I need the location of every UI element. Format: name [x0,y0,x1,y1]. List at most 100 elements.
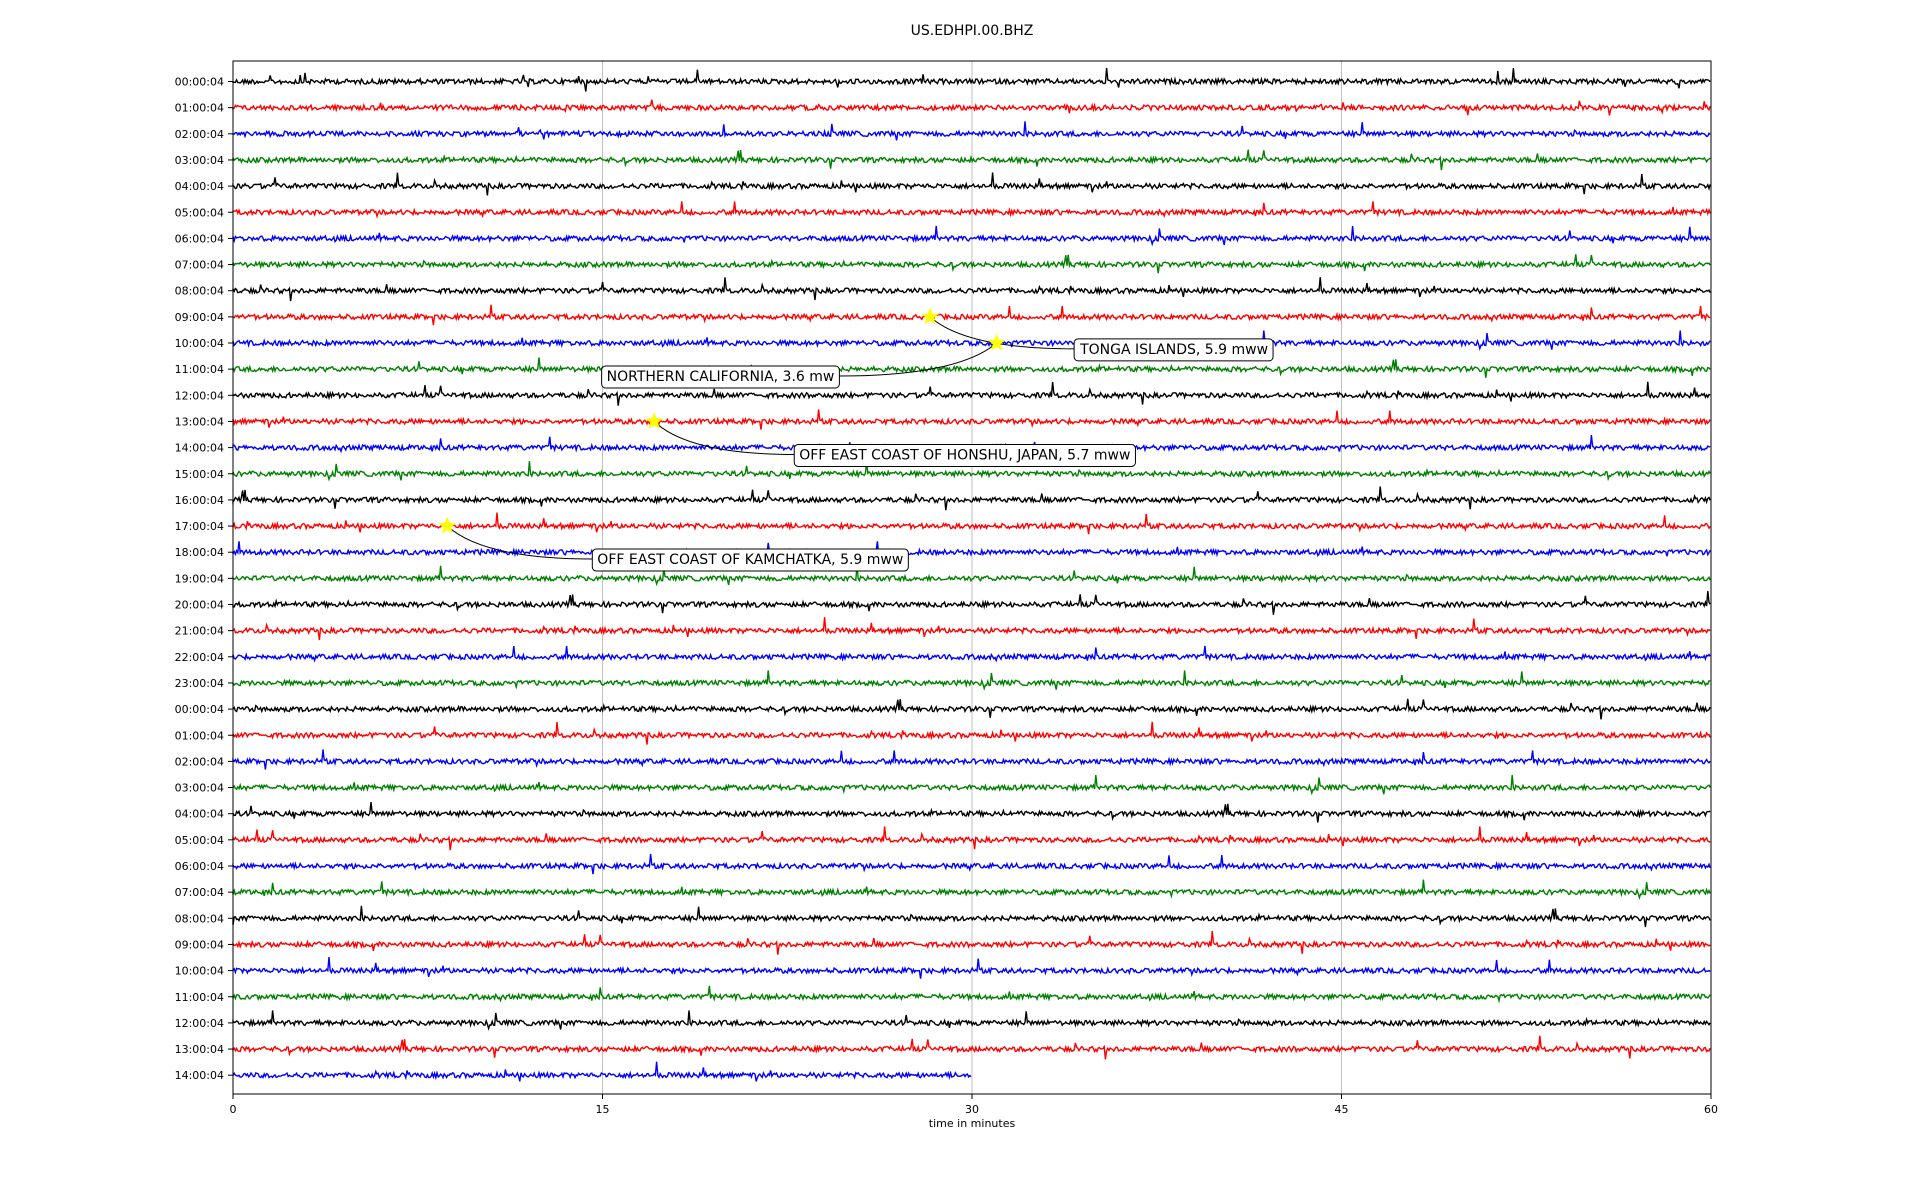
trace-row-34 [232,957,1711,979]
trace-row-1 [232,99,1711,116]
trace-row-19 [232,565,1711,587]
row-label-38: 14:00:04 [175,1069,224,1082]
trace-row-27 [232,774,1711,796]
trace-row-37 [232,1035,1711,1060]
row-label-16: 16:00:04 [175,494,224,507]
row-label-23: 23:00:04 [175,677,224,690]
row-label-13: 13:00:04 [175,415,224,428]
row-label-15: 15:00:04 [175,468,224,481]
row-label-33: 09:00:04 [175,938,224,951]
trace-row-9 [232,304,1711,326]
event-leader-3 [446,525,593,560]
trace-row-24 [232,698,1711,720]
row-label-26: 02:00:04 [175,755,224,768]
row-label-17: 17:00:04 [175,520,224,533]
row-label-3: 03:00:04 [175,154,224,167]
trace-row-26 [232,749,1711,770]
row-label-7: 07:00:04 [175,259,224,272]
x-tick-label-3: 45 [1335,1103,1349,1116]
x-tick-label-1: 15 [596,1103,610,1116]
row-label-24: 00:00:04 [175,703,224,716]
row-label-34: 10:00:04 [175,965,224,978]
trace-row-3 [232,149,1711,171]
plot-frame [232,60,1712,1095]
event-star-0 [921,307,940,325]
row-label-12: 12:00:04 [175,389,224,402]
event-label-0: TONGA ISLANDS, 5.9 mww [1079,342,1268,358]
trace-row-12 [232,381,1711,406]
trace-row-25 [232,721,1711,745]
trace-row-30 [232,853,1711,875]
row-label-29: 05:00:04 [175,834,224,847]
trace-row-35 [232,985,1711,1004]
event-label-box-3 [591,548,909,572]
chart-title: US.EDHPI.00.BHZ [911,23,1034,39]
row-label-11: 11:00:04 [175,363,224,376]
trace-row-36 [232,1010,1711,1031]
trace-row-2 [232,121,1711,141]
trace-row-31 [232,879,1711,901]
event-annotations: TONGA ISLANDS, 5.9 mww NORTHERN CALIFORNI… [438,307,1274,572]
event-label-box-2 [793,443,1136,467]
row-label-30: 06:00:04 [175,860,224,873]
trace-row-28 [232,802,1711,823]
trace-row-29 [232,826,1711,851]
row-label-9: 09:00:04 [175,311,224,324]
x-tick-label-0: 0 [230,1103,237,1116]
row-label-18: 18:00:04 [175,546,224,559]
trace-row-13 [232,409,1711,430]
trace-row-20 [232,591,1711,615]
trace-row-38 [232,1061,972,1082]
trace-row-11 [232,357,1711,378]
trace-row-17 [232,512,1711,535]
x-tick-label-4: 60 [1704,1103,1718,1116]
x-axis-label: time in minutes [929,1117,1016,1130]
row-label-28: 04:00:04 [175,808,224,821]
row-label-37: 13:00:04 [175,1043,224,1056]
trace-row-8 [232,277,1711,302]
trace-row-5 [232,201,1711,219]
event-leader-0 [929,316,1075,350]
row-label-25: 01:00:04 [175,729,224,742]
x-axis-ticks: 0 15 30 45 60 [230,1094,1718,1116]
row-label-27: 03:00:04 [175,782,224,795]
row-label-19: 19:00:04 [175,572,224,585]
row-label-35: 11:00:04 [175,991,224,1004]
trace-row-22 [232,645,1711,663]
grid-layer [602,61,1342,1094]
event-label-1: NORTHERN CALIFORNIA, 3.6 mw [607,369,835,385]
row-label-36: 12:00:04 [175,1017,224,1030]
row-label-6: 06:00:04 [175,232,224,245]
event-label-box-1 [601,365,840,389]
row-label-1: 01:00:04 [175,102,224,115]
row-label-5: 05:00:04 [175,206,224,219]
row-label-4: 04:00:04 [175,180,224,193]
trace-row-18 [232,541,1711,559]
traces-layer [232,67,1711,1082]
trace-row-0 [232,67,1711,92]
row-label-21: 21:00:04 [175,625,224,638]
event-label-2: OFF EAST COAST OF HONSHU, JAPAN, 5.7 mww [799,447,1130,463]
row-label-31: 07:00:04 [175,886,224,899]
trace-row-16 [232,486,1711,511]
trace-row-32 [232,905,1711,928]
event-star-3 [438,516,457,534]
trace-row-6 [232,225,1711,247]
row-label-8: 08:00:04 [175,285,224,298]
event-label-box-0 [1073,338,1274,362]
event-leader-2 [653,421,795,455]
trace-row-10 [232,330,1711,351]
row-label-10: 10:00:04 [175,337,224,350]
row-label-20: 20:00:04 [175,599,224,612]
row-label-32: 08:00:04 [175,912,224,925]
row-label-0: 00:00:04 [175,76,224,89]
event-star-1 [987,333,1006,351]
row-label-14: 14:00:04 [175,442,224,455]
x-tick-label-2: 30 [965,1103,979,1116]
event-leader-1 [839,342,997,377]
row-labels: 00:00:04 01:00:04 02:00:04 03:00:04 04:00:04… [175,76,233,1082]
row-label-22: 22:00:04 [175,651,224,664]
trace-row-4 [232,172,1711,196]
row-label-2: 02:00:04 [175,128,224,141]
